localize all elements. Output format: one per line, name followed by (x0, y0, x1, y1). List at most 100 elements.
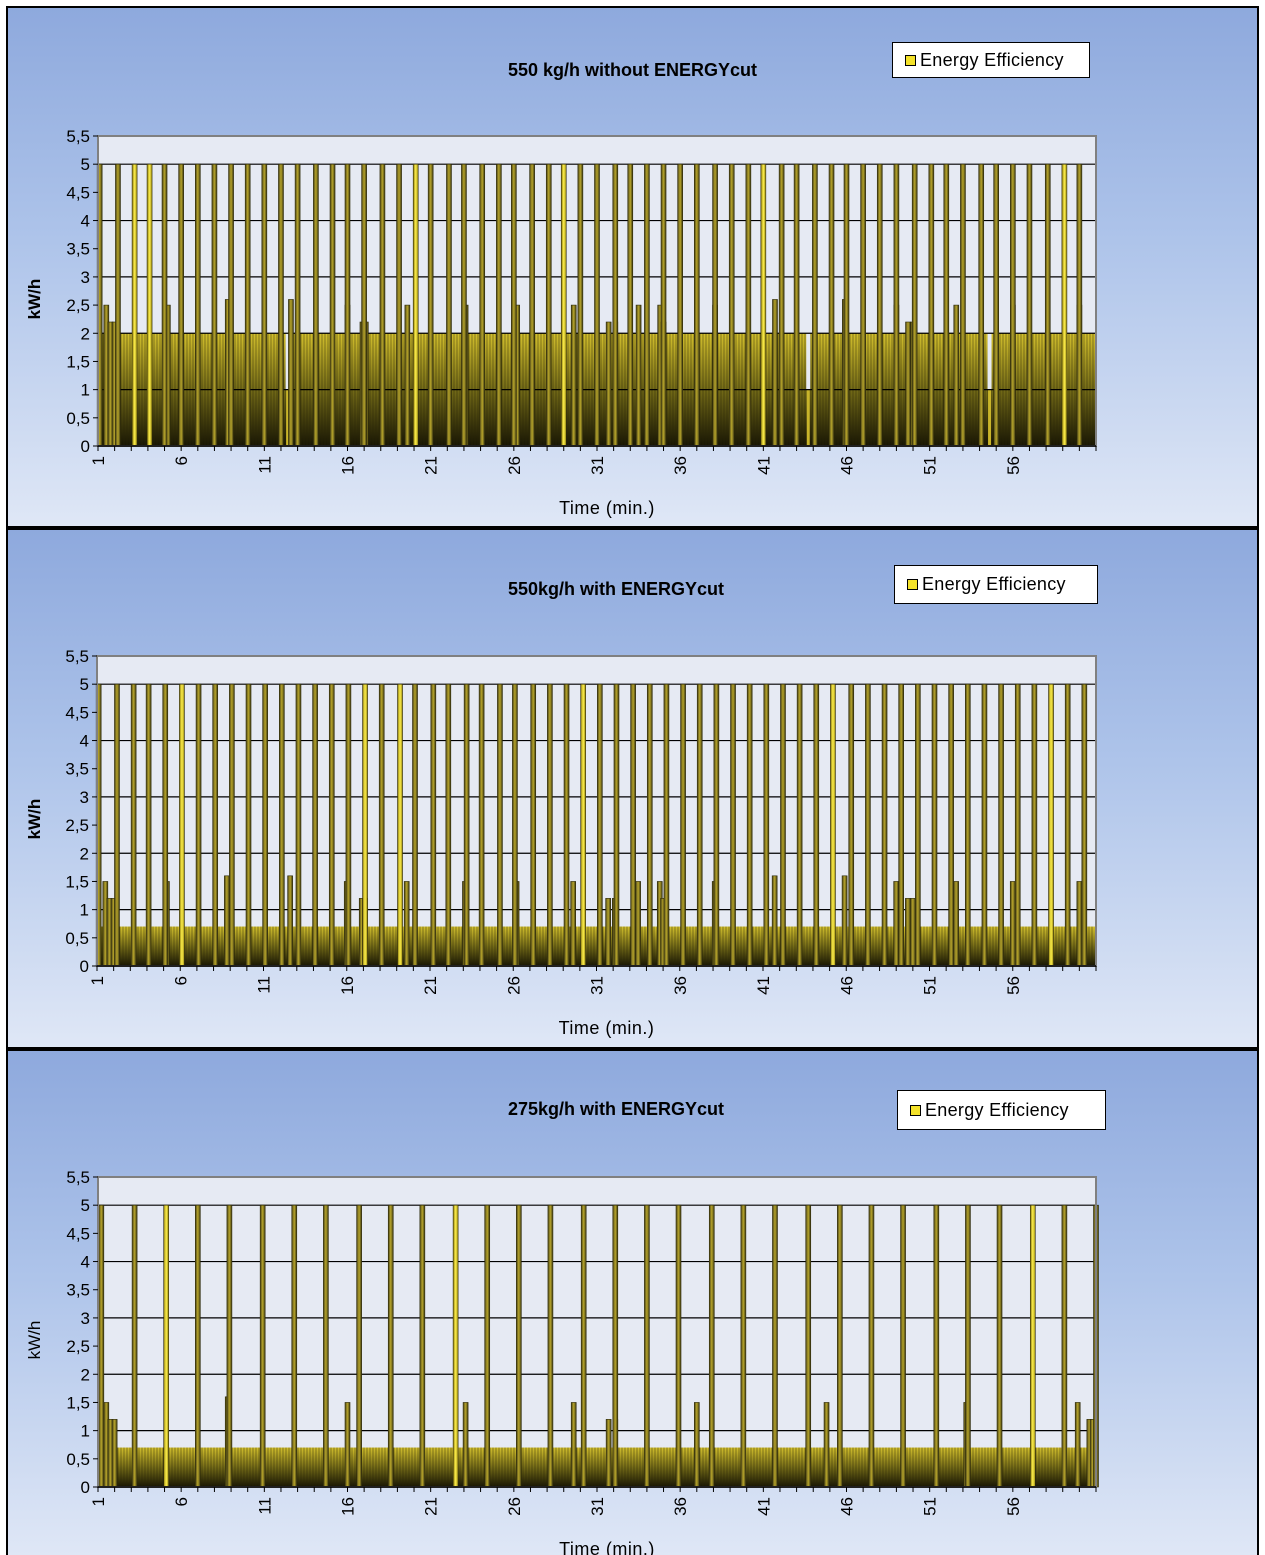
legend-label: Energy Efficiency (920, 49, 1064, 70)
bar (511, 163, 517, 447)
bar (378, 683, 385, 967)
bar (663, 683, 670, 967)
bar (613, 683, 620, 967)
y-tick-label: 3 (81, 1309, 90, 1328)
bar (278, 163, 284, 447)
bar (484, 1204, 491, 1488)
bar (287, 875, 293, 967)
bar (580, 683, 586, 967)
x-tick-label: 31 (588, 976, 607, 995)
bar (345, 683, 352, 967)
bar (570, 1402, 577, 1488)
bar (419, 1204, 426, 1488)
y-tick-label: 5 (81, 155, 90, 174)
legend-swatch (910, 1104, 921, 1116)
legend-label: Energy Efficiency (925, 1099, 1069, 1120)
bar (162, 683, 169, 967)
x-tick-label: 1 (89, 456, 108, 465)
bar (195, 683, 202, 967)
bar (313, 163, 319, 447)
dip-bar-fill (286, 389, 290, 446)
bar (915, 683, 921, 967)
bar (771, 875, 778, 967)
y-tick-label: 4 (81, 1253, 90, 1272)
x-tick-label: 16 (339, 456, 358, 475)
bar (131, 163, 138, 447)
bar (893, 163, 900, 447)
bar (545, 163, 552, 447)
y-tick-label: 2 (81, 1365, 90, 1384)
bar (635, 881, 641, 967)
y-tick-label: 0 (81, 1478, 90, 1497)
dip-bar-fill (988, 389, 992, 446)
bar (178, 163, 184, 447)
y-tick-label: 3,5 (66, 1281, 90, 1300)
y-tick-label: 4,5 (65, 703, 89, 722)
x-tick-label: 56 (1004, 1497, 1023, 1516)
bar (830, 683, 836, 967)
bar (660, 163, 667, 447)
x-tick-label: 21 (422, 1497, 441, 1516)
bar (998, 683, 1004, 967)
x-tick-label: 36 (671, 976, 690, 995)
bar (796, 683, 803, 967)
y-tick-label: 4 (80, 732, 89, 751)
bar (404, 304, 411, 447)
bar (931, 683, 938, 967)
chart-panel-275-with: 275kg/h with ENERGYcut Energy Efficiency… (6, 1049, 1259, 1555)
x-tick-label: 51 (921, 456, 940, 475)
bar (1031, 683, 1038, 967)
dip-bar-fill (806, 389, 810, 446)
bar (211, 163, 218, 447)
bar (865, 683, 871, 967)
bar (730, 683, 736, 967)
x-tick-label: 26 (505, 1497, 524, 1516)
y-tick-label: 0,5 (66, 409, 90, 428)
bar (1044, 163, 1051, 447)
bar (881, 683, 888, 967)
x-tick-label: 6 (172, 456, 191, 465)
bar (712, 163, 718, 447)
chart-title: 550 kg/h without ENERGYcut (508, 60, 758, 80)
bar (529, 163, 535, 447)
y-tick-label: 3 (80, 788, 89, 807)
bar (224, 875, 230, 967)
bar (478, 683, 485, 967)
bar (547, 683, 553, 967)
x-tick-label: 46 (837, 976, 856, 995)
bar (898, 683, 904, 967)
y-tick-label: 2,5 (65, 816, 89, 835)
bar (828, 163, 835, 447)
x-tick-label: 6 (171, 976, 190, 985)
bar (1061, 163, 1068, 447)
bar (179, 683, 185, 967)
bar (244, 163, 251, 447)
y-tick-label: 1 (80, 901, 89, 920)
bar (964, 683, 971, 967)
bar (848, 683, 855, 967)
bar (279, 683, 285, 967)
bar (570, 304, 577, 447)
bar (677, 163, 683, 447)
bar (479, 163, 486, 447)
bar (900, 1204, 906, 1488)
bar (361, 163, 367, 447)
bar (430, 683, 437, 967)
bar (965, 1204, 971, 1488)
bar (344, 1402, 351, 1488)
y-tick-label: 3 (81, 268, 90, 287)
bar (195, 163, 201, 447)
bar (412, 683, 418, 967)
y-tick-label: 5,5 (66, 1168, 90, 1187)
y-tick-label: 3,5 (66, 240, 90, 259)
bar (594, 163, 600, 447)
bar (635, 304, 642, 447)
bar (212, 683, 219, 967)
bar (813, 683, 820, 967)
bar (463, 683, 470, 967)
y-tick-label: 1,5 (66, 1393, 90, 1412)
bar (760, 163, 767, 447)
x-axis-label: Time (min.) (559, 1539, 655, 1555)
bar (812, 163, 818, 447)
x-tick-label: 11 (255, 1497, 274, 1515)
